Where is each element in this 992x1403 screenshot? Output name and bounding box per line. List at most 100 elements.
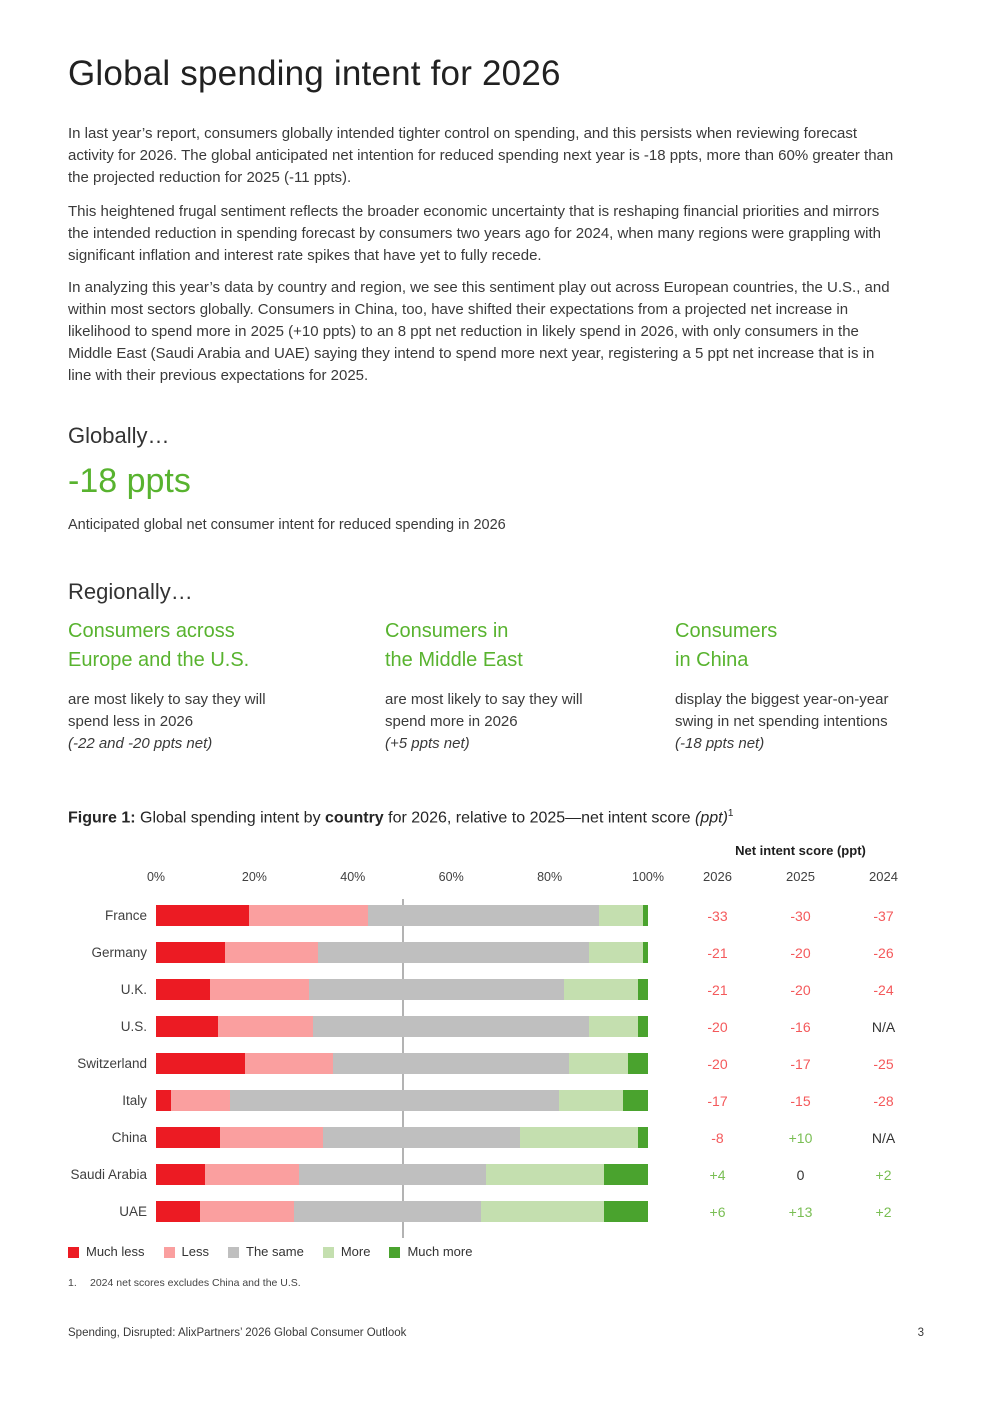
regional-heading-line: Europe and the U.S. xyxy=(68,649,250,671)
regional-column-europe-us: Consumers across Europe and the U.S. are… xyxy=(68,617,385,755)
bar-segment-much-less xyxy=(156,1201,201,1223)
legend-swatch-icon xyxy=(228,1246,239,1258)
regional-body: are most likely to say they will spend l… xyxy=(68,689,385,755)
global-net-intent-caption: Anticipated global net consumer intent f… xyxy=(68,517,506,533)
bar-segment-much-more xyxy=(603,1164,648,1186)
net-score-2025: -16 xyxy=(790,1018,811,1035)
score-year-2024: 2024 xyxy=(869,869,898,885)
legend-item: Much less xyxy=(68,1245,145,1259)
x-axis-tick: 80% xyxy=(537,870,563,885)
country-label: Germany xyxy=(91,945,147,961)
intro-paragraph-3: In analyzing this year’s data by country… xyxy=(68,279,890,384)
regional-heading-line: Consumers xyxy=(675,620,778,642)
bar-segment-much-more xyxy=(623,1090,648,1112)
bar-segment-much-more xyxy=(643,905,648,927)
legend-swatch-icon xyxy=(389,1246,401,1258)
legend-label: More xyxy=(340,1244,371,1260)
stacked-bar xyxy=(156,1016,648,1038)
net-score-2024: -25 xyxy=(873,1055,894,1072)
chart-row: Italy -17 -15 -28 xyxy=(68,1082,924,1119)
bar-segment-much-less xyxy=(156,979,211,1001)
bar-segment-more xyxy=(564,979,639,1001)
net-score-2026: +4 xyxy=(709,1166,726,1183)
bar-segment-more xyxy=(598,905,644,927)
regional-note: (-18 ppts net) xyxy=(675,735,765,752)
figure-title-bold-word: country xyxy=(325,809,384,827)
footer-report-title: Spending, Disrupted: AlixPartners’ 2026 … xyxy=(68,1327,407,1339)
country-label: Saudi Arabia xyxy=(70,1167,147,1183)
legend-swatch-icon xyxy=(163,1246,175,1258)
net-score-2025: 0 xyxy=(796,1166,805,1183)
chart-row: Saudi Arabia +4 0 +2 xyxy=(68,1156,924,1193)
stacked-bar xyxy=(156,1164,648,1186)
x-axis-tick: 0% xyxy=(146,870,166,885)
net-score-2024: N/A xyxy=(871,1129,896,1146)
score-year-2025: 2025 xyxy=(786,869,815,885)
country-label: France xyxy=(104,908,147,924)
legend-item: Less xyxy=(163,1244,209,1260)
regional-heading: Consumers in the Middle East xyxy=(385,617,675,675)
country-label: Italy xyxy=(122,1093,147,1109)
net-score-2025: -17 xyxy=(790,1055,811,1072)
legend-label: Less xyxy=(181,1244,209,1260)
bar-segment-the-same xyxy=(367,905,599,927)
bar-segment-less xyxy=(170,1090,230,1112)
regional-column-china: Consumers in China display the biggest y… xyxy=(675,617,924,755)
bar-segment-much-more xyxy=(638,1016,648,1038)
bar-segment-the-same xyxy=(318,942,589,964)
net-score-2024: -28 xyxy=(873,1092,894,1109)
net-score-2026: -8 xyxy=(711,1129,724,1146)
chart-row: U.S. -20 -16 N/A xyxy=(68,1008,924,1045)
stacked-bar xyxy=(156,1053,648,1075)
regional-note: (+5 ppts net) xyxy=(385,735,470,752)
bar-segment-less xyxy=(219,1127,324,1149)
intro-paragraph-1: In last year’s report, consumers globall… xyxy=(68,125,894,186)
x-axis-tick: 40% xyxy=(340,870,366,885)
net-score-2026: +6 xyxy=(709,1203,726,1220)
legend-label: Much more xyxy=(407,1244,473,1260)
net-score-2024: -26 xyxy=(873,944,894,961)
net-intent-score-header: Net intent score (ppt) xyxy=(735,843,866,859)
bar-segment-the-same xyxy=(323,1127,521,1149)
bar-segment-much-more xyxy=(638,979,648,1001)
bar-segment-more xyxy=(485,1164,604,1186)
regional-heading: Consumers in China xyxy=(675,617,924,675)
net-score-2025: +10 xyxy=(788,1129,813,1146)
regional-heading-line: Consumers across xyxy=(68,620,235,642)
chart-footnote: 1. 2024 net scores excludes China and the… xyxy=(68,1277,924,1290)
bar-segment-much-less xyxy=(156,1053,245,1075)
bar-segment-much-less xyxy=(156,1016,218,1038)
chart-rows: France -33 -30 -37 Germany -21 -20 -26 U.K. -21 -2… xyxy=(68,897,924,1239)
global-net-intent-value: -18 ppts xyxy=(68,462,191,500)
chart-row: China -8 +10 N/A xyxy=(68,1119,924,1156)
chart-legend: Much less Less The same More Much more xyxy=(68,1245,924,1259)
axis-row: 0% 20% 40% 60% 80% 100% 2026 2025 2024 xyxy=(68,869,924,887)
stacked-bar xyxy=(156,1127,648,1149)
legend-item: More xyxy=(322,1244,371,1260)
chart-row: Switzerland -20 -17 -25 xyxy=(68,1045,924,1082)
score-year-2026: 2026 xyxy=(703,869,732,885)
net-score-2025: -15 xyxy=(790,1092,811,1109)
regional-heading-line: in China xyxy=(675,649,749,671)
net-score-2024: -24 xyxy=(873,981,894,998)
net-score-2024: +2 xyxy=(875,1203,892,1220)
net-score-2026: -21 xyxy=(707,981,728,998)
spending-intent-chart: Net intent score (ppt) 0% 20% 40% 60% 80% 100… xyxy=(68,843,924,1290)
bar-segment-the-same xyxy=(313,1016,589,1038)
stacked-bar xyxy=(156,1201,648,1223)
regional-heading-line: Consumers in xyxy=(385,620,509,642)
net-score-2024: +2 xyxy=(875,1166,892,1183)
bar-segment-the-same xyxy=(308,979,565,1001)
country-label: UAE xyxy=(119,1204,147,1220)
stacked-bar xyxy=(156,905,648,927)
regional-columns: Consumers across Europe and the U.S. are… xyxy=(68,617,924,755)
bar-segment-much-more xyxy=(603,1201,648,1223)
intro-paragraph-2: This heightened frugal sentiment reflect… xyxy=(68,203,881,264)
globally-label: Globally… xyxy=(68,423,170,448)
regionally-label: Regionally… xyxy=(68,579,193,604)
figure-title-text: for 2026, relative to 2025—net intent sc… xyxy=(383,809,695,827)
net-score-2024: N/A xyxy=(871,1018,896,1035)
figure-number-label: Figure 1: xyxy=(68,809,136,827)
net-score-2026: -21 xyxy=(707,944,728,961)
bar-segment-much-more xyxy=(628,1053,648,1075)
